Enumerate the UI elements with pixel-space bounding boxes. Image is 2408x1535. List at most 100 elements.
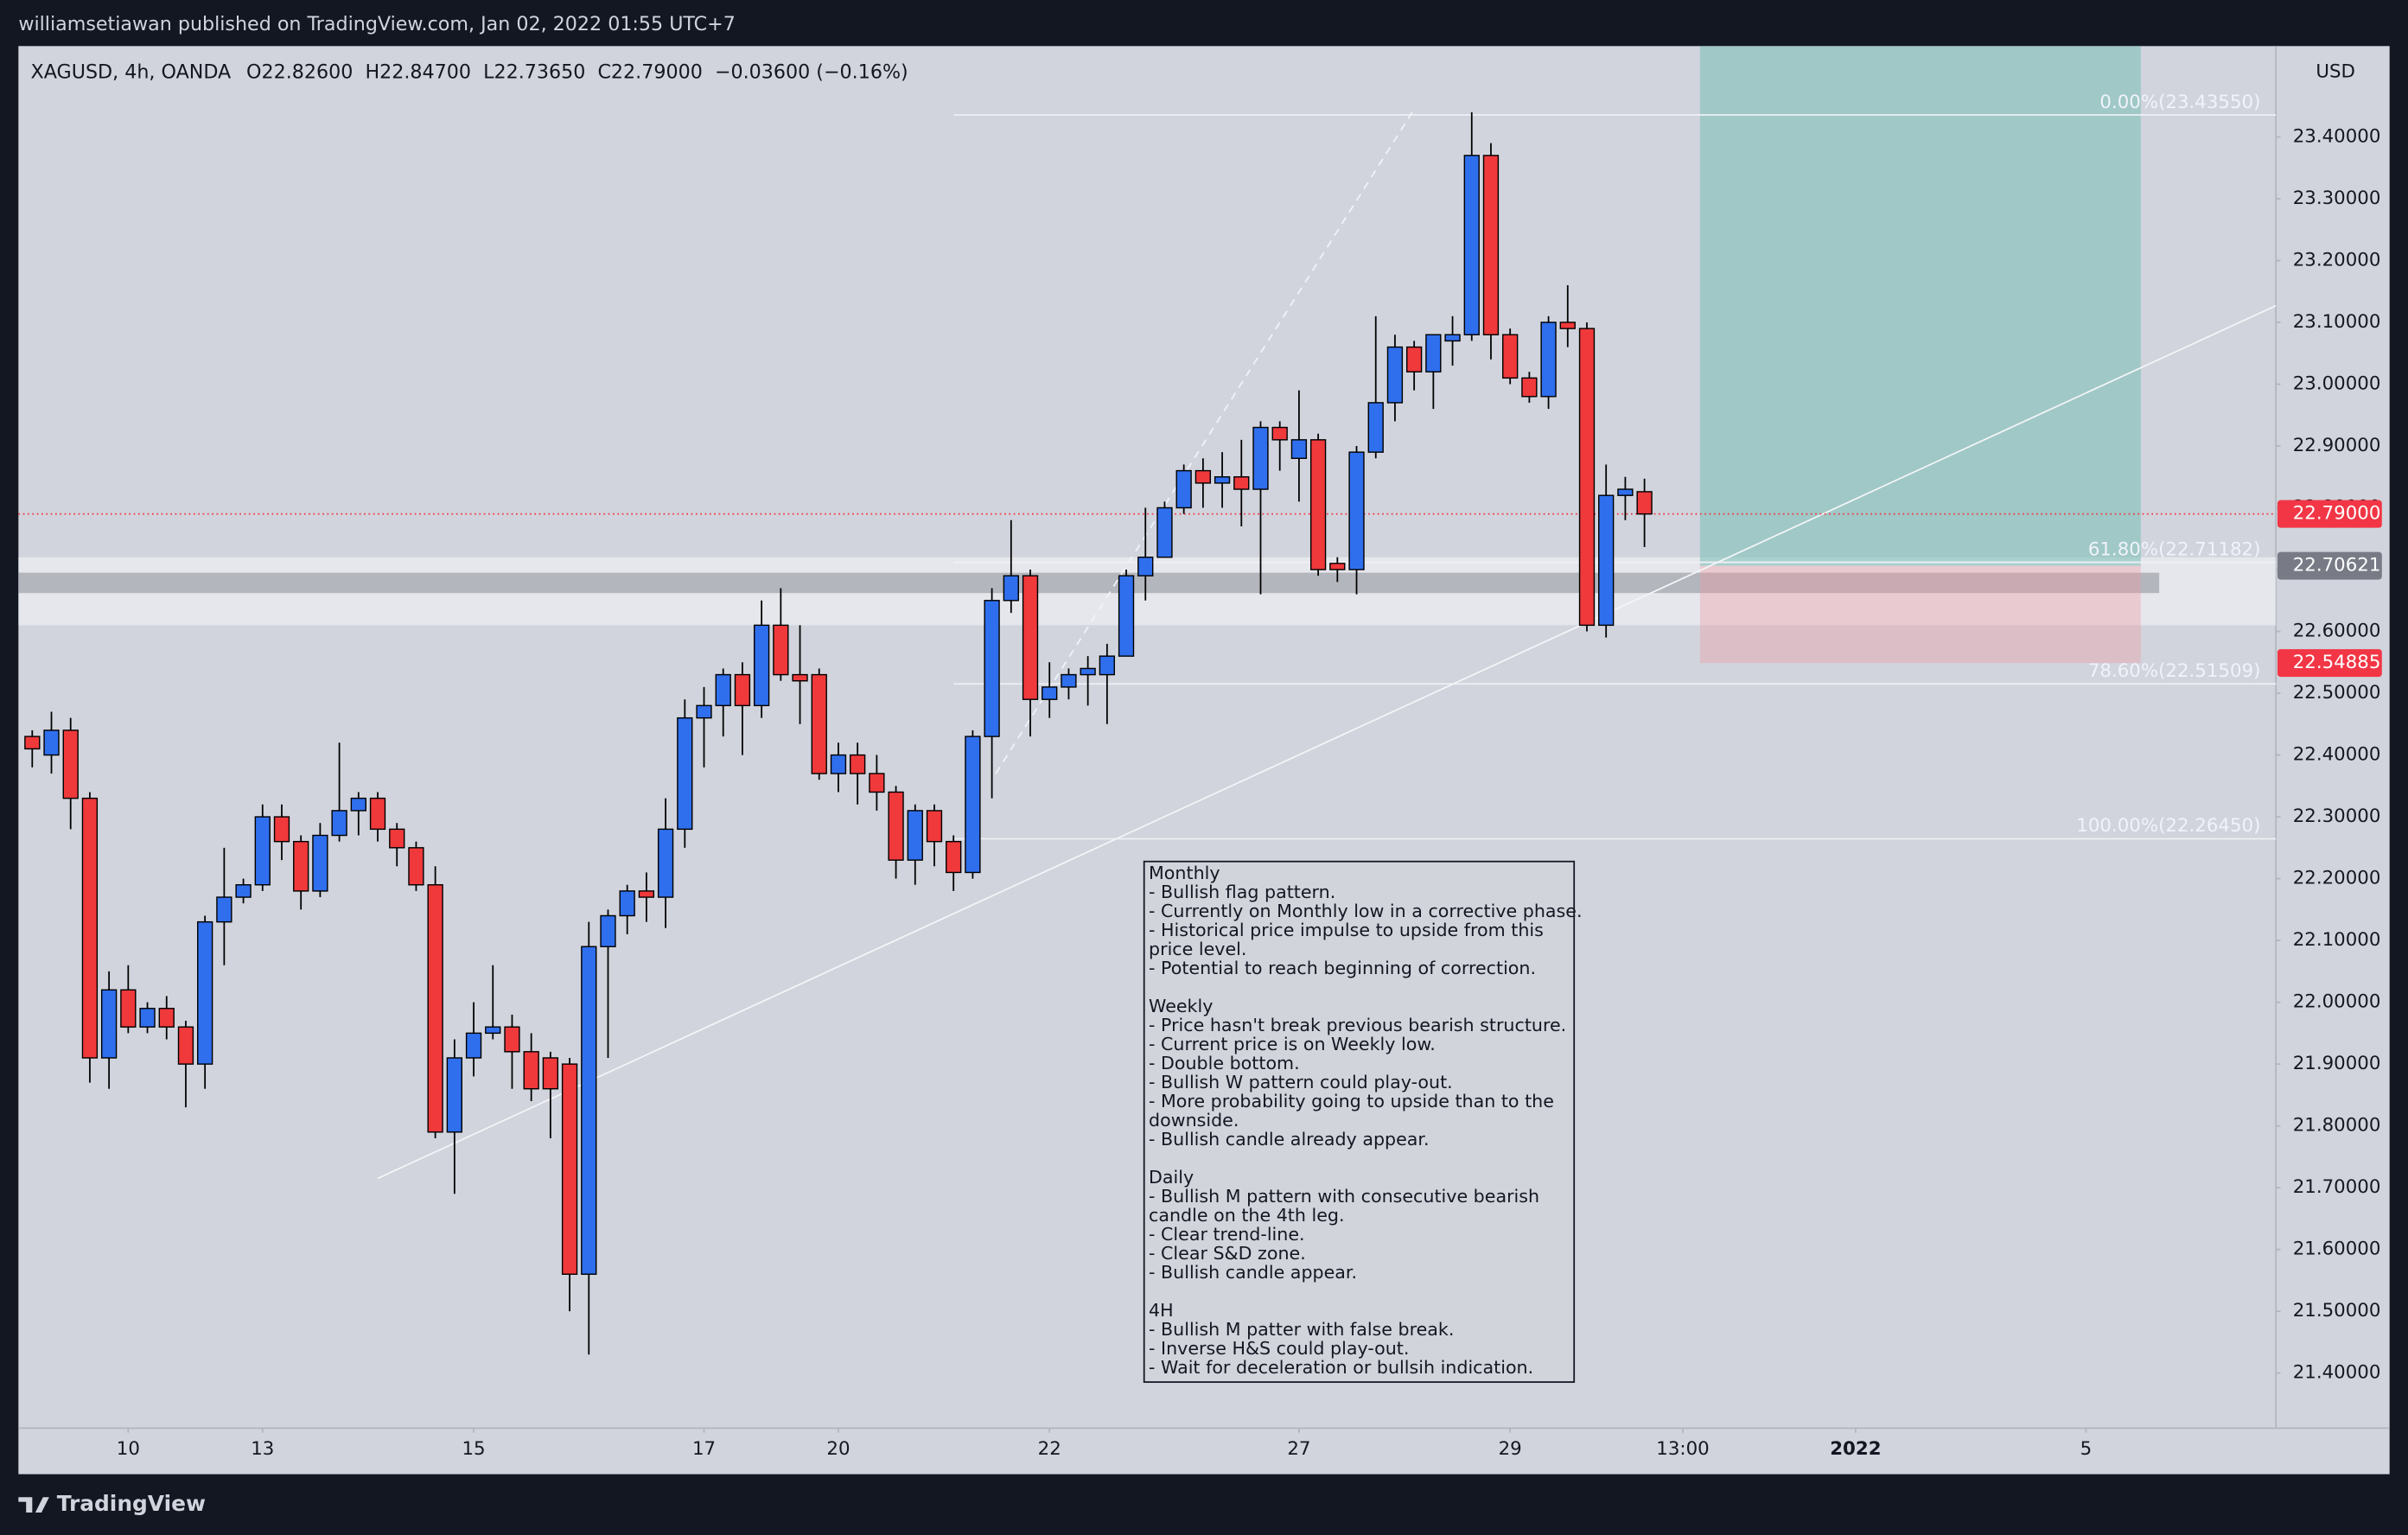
note-box <box>1143 860 1576 1383</box>
note-line: Weekly <box>1149 996 1213 1016</box>
candle-body <box>389 828 405 849</box>
candle-body <box>581 946 597 1275</box>
symbol-info: XAGUSD, 4h, OANDA O22.82600 H22.84700 L22… <box>31 61 908 83</box>
candle-body <box>158 1008 175 1028</box>
candle-body <box>523 1051 539 1090</box>
candle-body <box>984 600 1000 737</box>
candle-body <box>1598 494 1615 627</box>
note-line: - More probability going to upside than … <box>1149 1091 1554 1111</box>
y-tick-label: 22.40000 <box>2293 744 2381 766</box>
candle-body <box>1617 488 1634 496</box>
candle-body <box>81 797 99 1059</box>
candle-body <box>485 1026 501 1035</box>
price-label-box <box>2277 551 2382 580</box>
candle-body <box>1080 667 1096 676</box>
x-tick-label: 20 <box>826 1438 850 1460</box>
trend-line <box>377 304 2277 1180</box>
price-label: 22.70621 <box>2293 555 2381 576</box>
candle-body <box>312 834 328 892</box>
candle-body <box>696 704 712 719</box>
candle-body <box>350 797 366 812</box>
note-line: - Potential to reach beginning of correc… <box>1149 958 1536 978</box>
candle-body <box>293 840 309 892</box>
target-zone <box>1699 46 2141 566</box>
candle-body <box>1540 322 1557 398</box>
y-tick-label: 22.20000 <box>2293 868 2381 889</box>
note-line: - Inverse H&S could play-out. <box>1149 1338 1409 1359</box>
candle-body <box>1348 451 1365 570</box>
candle-body <box>1425 334 1442 373</box>
note-line: candle on the 4th leg. <box>1149 1205 1345 1226</box>
note-line: - Current price is on Weekly low. <box>1149 1034 1436 1054</box>
y-tick-label: 21.50000 <box>2293 1300 2381 1322</box>
candle-body <box>869 773 885 793</box>
note-line: - Bullish M pattern with consecutive bea… <box>1149 1186 1539 1207</box>
candle-body <box>369 797 386 831</box>
price-label: 22.54885 <box>2293 652 2381 673</box>
note-line: - Currently on Monthly low in a correcti… <box>1149 901 1582 921</box>
candle-body <box>773 624 789 676</box>
candle-body <box>561 1063 578 1275</box>
plot-area: 0.00%(23.43550) 61.80%(22.71182) 78.60%(22… <box>18 46 2277 1355</box>
candle-body <box>1405 346 1423 373</box>
candle-body <box>1502 334 1519 379</box>
price-label-box <box>2277 500 2382 528</box>
fib-label: 61.80%(22.71182) <box>2088 538 2261 560</box>
candle-body <box>926 810 943 843</box>
fib-connector <box>995 111 1413 774</box>
candle-body <box>888 791 904 861</box>
note-line: Daily <box>1149 1167 1194 1188</box>
y-tick-label: 21.90000 <box>2293 1053 2381 1074</box>
y-tick-label: 22.00000 <box>2293 991 2381 1013</box>
candle-body <box>1329 563 1346 570</box>
candle-body <box>907 810 923 861</box>
y-tick-label: 22.90000 <box>2293 435 2381 456</box>
candle-body <box>273 816 290 843</box>
candle-body <box>254 816 271 886</box>
y-tick-label: 22.50000 <box>2293 682 2381 704</box>
candle-body <box>1482 155 1500 335</box>
candle-body <box>1061 673 1077 688</box>
candle-body <box>216 896 233 923</box>
candle-body <box>408 847 424 886</box>
y-tick-label: 23.20000 <box>2293 249 2381 271</box>
x-tick-label: 2022 <box>1830 1438 1881 1460</box>
y-tick-label: 21.60000 <box>2293 1239 2381 1260</box>
note-line: price level. <box>1149 939 1246 959</box>
candle-body <box>1156 506 1173 558</box>
y-tick-label: 23.40000 <box>2293 125 2381 147</box>
candle-body <box>542 1057 559 1090</box>
candle-body <box>100 989 118 1059</box>
note-line: - Historical price impulse to upside fro… <box>1149 920 1544 940</box>
y-tick-label: 21.80000 <box>2293 1115 2381 1137</box>
candle-body <box>1386 346 1404 404</box>
candle-body <box>1137 557 1154 576</box>
candle-body <box>811 673 827 774</box>
stop-zone <box>1699 565 2141 664</box>
y-tick-label: 21.70000 <box>2293 1176 2381 1198</box>
candle-body <box>1290 439 1308 460</box>
y-tick-label: 23.00000 <box>2293 373 2381 394</box>
candle-body <box>850 754 866 774</box>
candle-body <box>1022 575 1039 700</box>
y-tick-label: 22.60000 <box>2293 621 2381 642</box>
candle-body <box>946 840 962 874</box>
publisher: williamsetiawan published on TradingView… <box>18 13 736 35</box>
y-tick-label: 23.10000 <box>2293 311 2381 333</box>
candle-body <box>1559 322 1576 329</box>
note-line: - Wait for deceleration or bullsih indic… <box>1149 1357 1533 1378</box>
y-tick-label: 23.30000 <box>2293 188 2381 209</box>
candle-body <box>1252 426 1269 490</box>
candle-body <box>734 673 751 707</box>
candle-body <box>619 890 635 917</box>
candle-body <box>1271 426 1288 441</box>
candle-body <box>1175 469 1192 509</box>
fib-label: 0.00%(23.43550) <box>2099 92 2260 113</box>
x-tick-label: 17 <box>692 1438 716 1460</box>
candle-body <box>600 914 616 947</box>
candle-body <box>1444 334 1461 342</box>
brand-logo: TradingView <box>18 1491 206 1516</box>
note-line: - Bullish candle already appear. <box>1149 1129 1430 1150</box>
y-tick-label: 21.40000 <box>2293 1362 2381 1384</box>
